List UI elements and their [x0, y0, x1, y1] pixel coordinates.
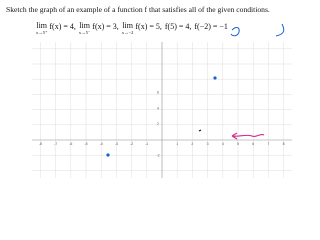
x-tick-label: -2	[130, 142, 133, 146]
condition: f(5) = 4,	[165, 22, 192, 31]
page: Sketch the graph of an example of a func…	[6, 5, 292, 178]
condition: lim x→5⁺ f(x) = 4,	[36, 21, 76, 36]
pen-mark	[198, 129, 202, 132]
limit-sub: x→−2	[121, 30, 134, 35]
y-tick-label: 6	[157, 90, 159, 94]
x-tick-label: 7	[267, 142, 269, 146]
point	[106, 153, 110, 157]
expression: f(x) = 4,	[49, 22, 76, 31]
x-tick-label: -7	[54, 142, 57, 146]
condition: f(−2) = −1	[194, 22, 228, 31]
expression: f(−2) = −1	[194, 22, 228, 31]
point	[213, 76, 217, 80]
expression: f(5) = 4,	[164, 22, 192, 31]
expression: f(x) = 3,	[92, 22, 119, 31]
x-tick-label: -5	[84, 142, 87, 146]
expression: f(x) = 5,	[135, 22, 162, 31]
limit-op: lim	[122, 21, 133, 30]
y-tick-label: -2	[156, 154, 159, 158]
y-tick-label: 2	[157, 122, 159, 126]
x-tick-label: 8	[283, 142, 285, 146]
x-tick-label: -4	[100, 142, 103, 146]
handwritten-arrow	[231, 132, 265, 140]
condition: lim x→5⁻ f(x) = 3,	[78, 21, 119, 36]
limit: lim x→5⁻	[78, 21, 91, 36]
instruction: Sketch the graph of an example of a func…	[6, 5, 270, 14]
limit-op: lim	[36, 21, 48, 30]
handwritten-annotation	[230, 23, 285, 37]
limit: lim x→5⁺	[36, 21, 48, 36]
grid: -8 -7 -6 -5 -4 -3 -2 -1 1 2 3 4 5 6 7 8 6 4 2 -2	[32, 42, 292, 178]
conditions: lim x→5⁺ f(x) = 4, lim x→5⁻ f(x) = 3, lim x→−2 f…	[36, 21, 228, 36]
x-tick-label: 3	[207, 142, 209, 146]
x-tick-label: -3	[115, 142, 118, 146]
limit-op: lim	[79, 21, 90, 30]
x-tick-label: -1	[145, 142, 148, 146]
x-tick-label: 2	[191, 142, 193, 146]
condition: lim x→−2 f(x) = 5,	[121, 21, 162, 36]
limit-sub: x→5⁺	[36, 30, 48, 35]
x-tick-label: 4	[222, 142, 224, 146]
limit: lim x→−2	[121, 21, 134, 36]
x-tick-label: 6	[252, 142, 254, 146]
limit-sub: x→5⁻	[78, 30, 91, 35]
x-tick-label: 1	[176, 142, 178, 146]
x-tick-label: -8	[39, 142, 42, 146]
graph: -8 -7 -6 -5 -4 -3 -2 -1 1 2 3 4 5 6 7 8 6 4 2 -2	[32, 23, 292, 178]
y-tick-label: 4	[157, 106, 159, 110]
x-tick-label: -6	[69, 142, 72, 146]
x-tick-label: 5	[237, 142, 239, 146]
